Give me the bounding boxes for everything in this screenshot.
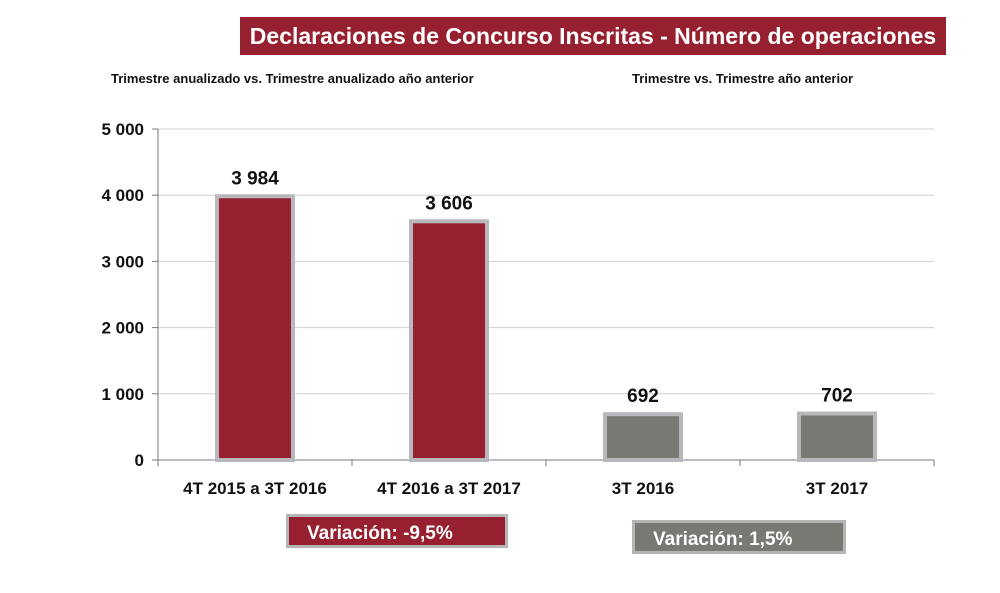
subtitle-annualized: Trimestre anualizado vs. Trimestre anual… [111,71,474,86]
bar-value-label: 702 [821,386,853,407]
variation-quarterly-badge: Variación: 1,5% [632,520,846,554]
bar-value-label: 3 984 [231,168,279,189]
y-tick-label: 3 000 [101,252,144,271]
x-tick-label: 4T 2015 a 3T 2016 [183,479,327,498]
bar [409,219,489,462]
y-tick-label: 0 [135,451,144,470]
bar-value-label: 692 [627,386,659,407]
x-tick-label: 4T 2016 a 3T 2017 [377,479,521,498]
subtitle-quarterly: Trimestre vs. Trimestre año anterior [632,71,854,86]
x-tick-label: 3T 2016 [612,479,674,498]
variation-annualized-badge: Variación: -9,5% [286,514,508,548]
y-tick-label: 5 000 [101,120,144,139]
bar [797,411,877,462]
y-tick-label: 1 000 [101,385,144,404]
bar [603,412,683,463]
y-tick-label: 2 000 [101,319,144,338]
bar [215,194,295,463]
chart-title: Declaraciones de Concurso Inscritas - Nú… [240,17,946,55]
bar-value-label: 3 606 [425,193,473,214]
x-tick-label: 3T 2017 [806,479,868,498]
y-tick-label: 4 000 [101,186,144,205]
